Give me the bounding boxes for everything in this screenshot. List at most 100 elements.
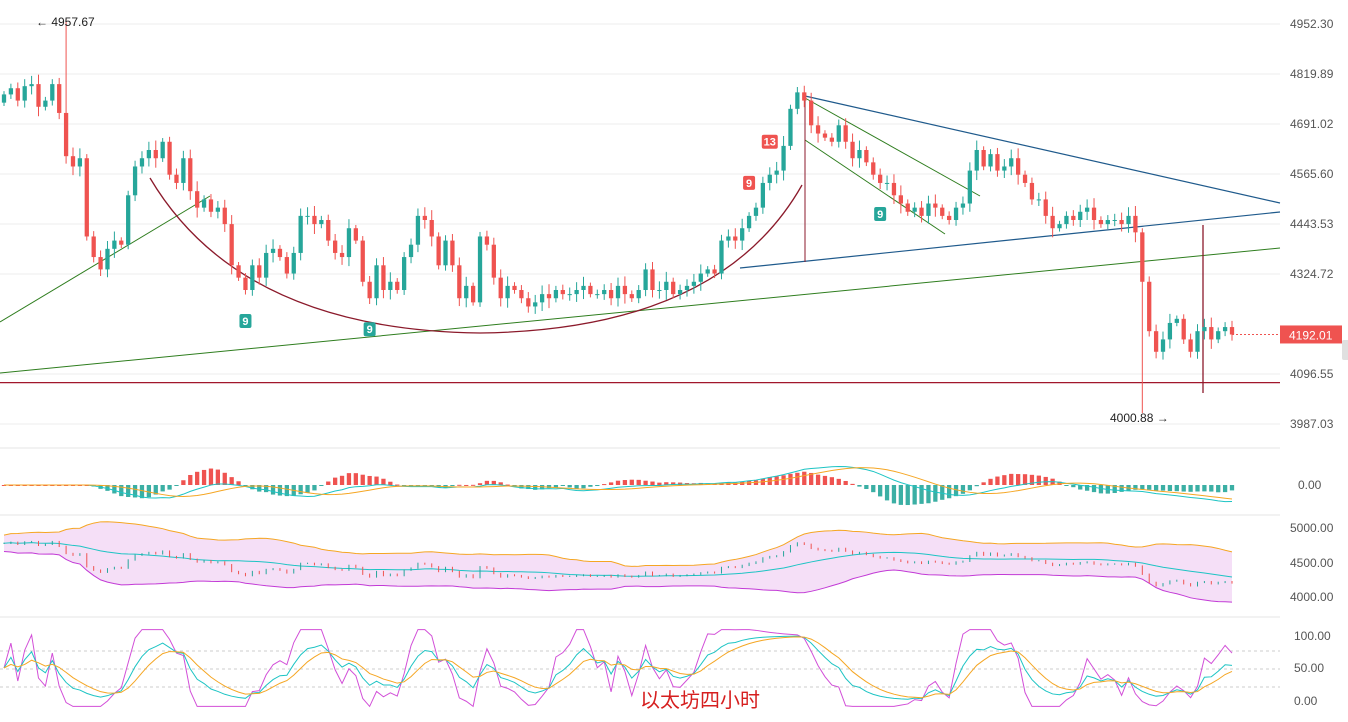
macd-bar	[1181, 485, 1186, 492]
macd-bar	[464, 484, 469, 486]
macd-bar	[905, 485, 910, 506]
candle-body	[995, 154, 1000, 171]
macd-bar	[305, 485, 310, 493]
macd-bar	[643, 480, 648, 485]
macd-bar	[636, 479, 641, 485]
candle-body	[878, 174, 883, 183]
kdj-j-line	[3, 629, 1233, 708]
macd-bar	[1091, 485, 1097, 493]
candle-body	[1174, 318, 1179, 323]
candle-body	[98, 257, 103, 270]
candle-body	[919, 207, 924, 216]
macd-bar	[1071, 485, 1076, 488]
candles	[1, 19, 1280, 414]
macd-bar	[588, 485, 593, 487]
candle-body	[429, 220, 434, 237]
candle-body	[374, 265, 379, 299]
candle-body	[774, 170, 779, 175]
macd-bar	[967, 485, 972, 491]
macd-bar	[960, 485, 966, 494]
candle-body	[953, 207, 959, 220]
current-price-tag	[1280, 325, 1342, 344]
macd-bar	[470, 484, 476, 486]
candle-body	[615, 285, 621, 299]
macd-bar	[836, 478, 841, 485]
current-price-label: 4192.01	[1289, 328, 1333, 342]
candle-body	[891, 182, 897, 196]
candle-body	[436, 236, 441, 266]
macd-bar	[477, 483, 483, 485]
kdj-axis-label: 50.00	[1294, 661, 1324, 675]
macd-bar	[146, 485, 152, 498]
macd-bar	[1147, 485, 1152, 490]
macd-bar	[1153, 485, 1159, 491]
candle-body	[498, 277, 503, 299]
candle-body	[422, 215, 427, 220]
macd-bar	[250, 485, 255, 490]
macd-bar	[388, 481, 393, 485]
bollinger-panel: 5000.00 4500.00 4000.00	[3, 521, 1334, 604]
macd-bar	[284, 485, 289, 497]
candle-body	[470, 285, 476, 303]
candle-body	[608, 290, 614, 299]
kdj-axis-label: 0.00	[1294, 694, 1318, 708]
grid	[0, 23, 1280, 688]
candle-body	[1022, 174, 1028, 183]
candle-body	[519, 290, 524, 299]
macd-bar	[353, 473, 358, 485]
axis-scroll-handle[interactable]	[1342, 340, 1348, 360]
candle-body	[719, 240, 724, 274]
macd-bar	[236, 481, 241, 485]
candle-body	[967, 170, 972, 204]
candle-body	[629, 294, 634, 299]
macd-bar	[132, 485, 138, 498]
macd-bar	[953, 485, 959, 497]
candle-body	[933, 203, 938, 208]
td-label-text: 9	[877, 209, 883, 221]
chart-watermark: 以太坊四小时	[640, 688, 760, 712]
macd-bar	[174, 485, 179, 486]
macd-bar	[195, 471, 200, 485]
candle-body	[408, 244, 414, 258]
candle-body	[740, 228, 745, 241]
candle-body	[367, 281, 372, 299]
candle-body	[1112, 220, 1117, 221]
candle-body	[1216, 331, 1221, 340]
macd-bar	[657, 482, 662, 485]
macd-bar	[912, 485, 917, 505]
candle-body	[912, 207, 917, 212]
price-axis-label: 4565.60	[1290, 167, 1334, 181]
kdj-d-line	[3, 636, 1233, 699]
candle-body	[636, 290, 641, 299]
candle-body	[588, 285, 593, 295]
macd-bar	[1029, 474, 1035, 485]
macd-bar	[622, 480, 628, 485]
macd-bar	[1202, 485, 1207, 492]
macd-bar	[1167, 485, 1173, 492]
macd-bar	[139, 485, 145, 499]
macd-bar	[360, 474, 365, 485]
candle-body	[643, 269, 648, 290]
candle-body	[712, 269, 717, 274]
candle-body	[1147, 281, 1152, 332]
macd-bar	[484, 480, 490, 485]
macd-bar	[809, 472, 814, 485]
macd-bar	[346, 473, 352, 485]
candle-body	[1153, 331, 1159, 352]
price-axis-label: 4443.53	[1290, 217, 1334, 231]
candle-body	[160, 141, 165, 159]
trend-drawings	[0, 95, 1281, 393]
candle-body	[671, 281, 676, 295]
macd-bar	[1160, 485, 1166, 491]
candle-body	[560, 290, 565, 295]
macd-bar	[215, 469, 221, 485]
macd-bar	[891, 485, 897, 504]
macd-axis-label: 0.00	[1298, 478, 1322, 492]
macd-bar	[1084, 485, 1090, 491]
channel-upper	[804, 97, 981, 197]
macd-bar	[1195, 485, 1200, 492]
macd-bar	[608, 482, 614, 485]
candle-body	[926, 203, 931, 216]
bollinger-axis-label: 4000.00	[1290, 590, 1334, 604]
